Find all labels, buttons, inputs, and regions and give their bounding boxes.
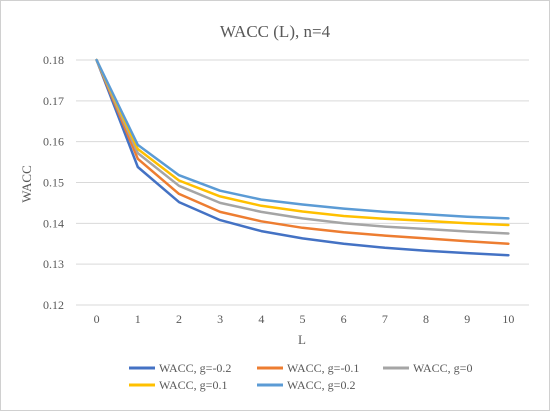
x-tick-label: 8	[423, 312, 429, 326]
legend-label-2: WACC, g=0	[413, 361, 472, 375]
x-tick-label: 9	[464, 312, 470, 326]
y-tick-label: 0.15	[43, 176, 64, 190]
y-tick-label: 0.18	[43, 53, 64, 67]
x-tick-label: 4	[258, 312, 264, 326]
y-axis-label: WACC	[19, 165, 34, 203]
y-tick-label: 0.16	[43, 135, 64, 149]
x-tick-label: 1	[135, 312, 141, 326]
legend-label-3: WACC, g=0.1	[159, 378, 227, 392]
x-tick-label: 6	[341, 312, 347, 326]
x-tick-label: 5	[300, 312, 306, 326]
x-axis-label: L	[298, 332, 306, 347]
y-tick-label: 0.14	[43, 216, 64, 230]
chart-title: WACC (L), n=4	[220, 22, 331, 41]
x-tick-label: 3	[217, 312, 223, 326]
series-line-4	[95, 58, 510, 220]
x-tick-label: 10	[502, 312, 514, 326]
legend-label-0: WACC, g=-0.2	[159, 361, 231, 375]
legend-label-4: WACC, g=0.2	[287, 378, 355, 392]
x-tick-label: 0	[94, 312, 100, 326]
legend-label-1: WACC, g=-0.1	[287, 361, 359, 375]
x-tick-label: 2	[176, 312, 182, 326]
x-tick-label: 7	[382, 312, 388, 326]
legend: WACC, g=-0.2 WACC, g=-0.1 WACC, g=0 WACC, g…	[129, 361, 472, 392]
gridlines	[76, 59, 529, 306]
x-tick-labels: 0 1 2 3 4 5 6 7 8 9 10	[94, 312, 515, 326]
y-tick-labels: 0.12 0.13 0.14 0.15 0.16 0.17 0.18	[43, 53, 64, 312]
series-line-0	[95, 58, 510, 257]
y-tick-label: 0.17	[43, 94, 64, 108]
y-tick-label: 0.13	[43, 257, 64, 271]
series-lines	[95, 58, 510, 257]
series-line-3	[95, 58, 510, 227]
series-line-2	[95, 58, 510, 235]
series-line-1	[95, 58, 510, 245]
y-tick-label: 0.12	[43, 298, 64, 312]
